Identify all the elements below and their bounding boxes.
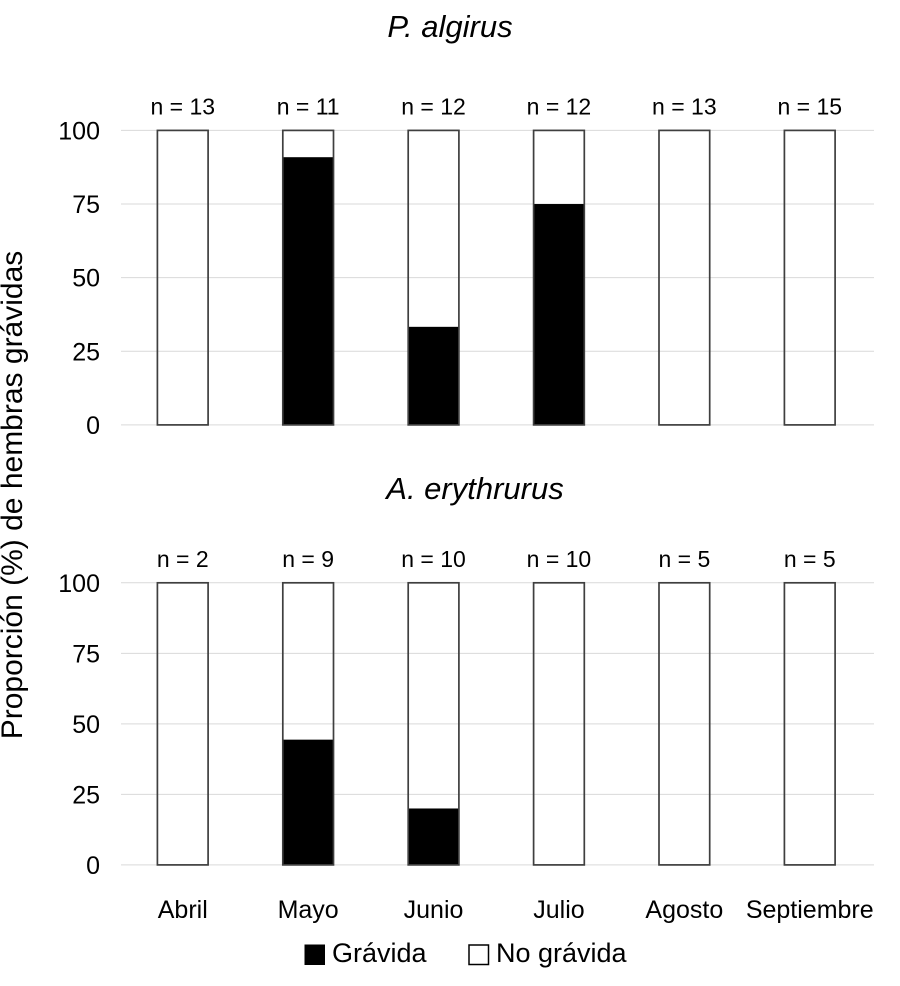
svg-text:n = 5: n = 5 bbox=[658, 546, 710, 572]
svg-text:75: 75 bbox=[72, 191, 100, 219]
svg-text:n = 5: n = 5 bbox=[784, 546, 836, 572]
svg-text:n = 10: n = 10 bbox=[401, 546, 466, 572]
svg-text:n = 2: n = 2 bbox=[157, 546, 209, 572]
svg-text:Grávida: Grávida bbox=[332, 938, 428, 968]
svg-text:0: 0 bbox=[86, 412, 100, 440]
svg-text:n = 13: n = 13 bbox=[150, 93, 215, 119]
svg-text:50: 50 bbox=[72, 265, 100, 293]
svg-text:25: 25 bbox=[72, 338, 100, 366]
svg-text:n = 13: n = 13 bbox=[652, 93, 717, 119]
svg-text:Julio: Julio bbox=[533, 896, 584, 924]
svg-text:A. erythrurus: A. erythrurus bbox=[384, 471, 563, 506]
svg-text:n = 11: n = 11 bbox=[277, 93, 340, 119]
svg-text:Abril: Abril bbox=[158, 896, 208, 924]
svg-text:100: 100 bbox=[58, 117, 100, 145]
svg-text:Junio: Junio bbox=[404, 896, 464, 924]
svg-text:n = 9: n = 9 bbox=[282, 546, 334, 572]
svg-text:50: 50 bbox=[72, 711, 100, 739]
svg-text:75: 75 bbox=[72, 640, 100, 668]
svg-text:100: 100 bbox=[58, 570, 100, 598]
svg-text:n = 15: n = 15 bbox=[777, 93, 842, 119]
svg-text:Agosto: Agosto bbox=[645, 896, 723, 924]
svg-text:Mayo: Mayo bbox=[278, 896, 339, 924]
svg-text:25: 25 bbox=[72, 781, 100, 809]
svg-text:Proporción (%) de hembras gráv: Proporción (%) de hembras grávidas bbox=[0, 251, 29, 740]
svg-text:Septiembre: Septiembre bbox=[746, 896, 874, 924]
svg-text:0: 0 bbox=[86, 852, 100, 880]
svg-text:n = 10: n = 10 bbox=[527, 546, 592, 572]
svg-text:n = 12: n = 12 bbox=[401, 93, 466, 119]
svg-text:No grávida: No grávida bbox=[496, 938, 628, 968]
svg-text:P. algirus: P. algirus bbox=[387, 9, 512, 44]
svg-text:n = 12: n = 12 bbox=[527, 93, 592, 119]
